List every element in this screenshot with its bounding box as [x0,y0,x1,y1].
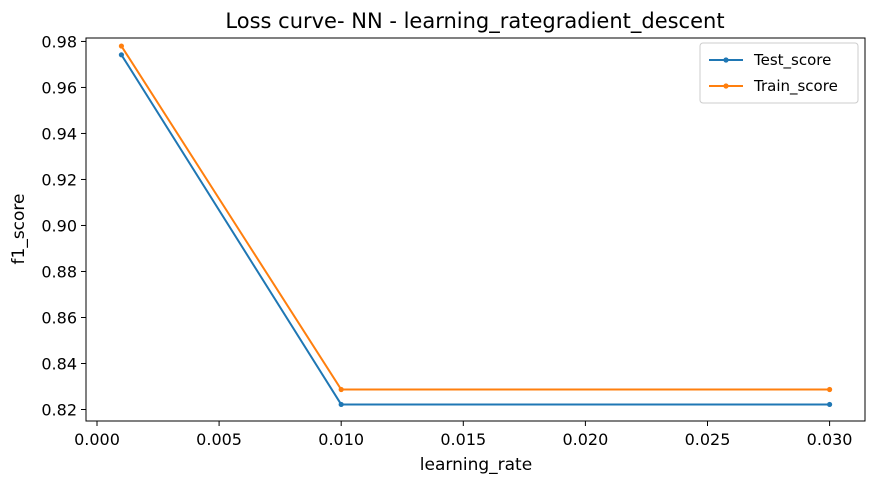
y-tick-label: 0.98 [41,32,77,51]
y-tick-label: 0.88 [41,262,77,281]
x-tick-label: 0.015 [440,430,486,449]
y-tick-label: 0.94 [41,124,77,143]
series-1-point [338,401,344,408]
chart-title: Loss curve- NN - learning_rategradient_d… [225,9,724,34]
legend-swatch-marker [723,83,729,89]
legend-label: Train_score [753,77,838,96]
y-tick-label: 0.84 [41,354,77,373]
x-tick-label: 0.010 [318,430,364,449]
series-2-point [338,386,344,393]
y-tick-label: 0.96 [41,78,77,97]
series-2-point [826,386,833,393]
legend-box [699,42,859,104]
x-tick-label: 0.025 [685,430,731,449]
y-tick-label: 0.86 [41,308,77,327]
y-tick-label: 0.92 [41,170,77,189]
axes-frame [85,37,866,422]
series-2-point [118,43,125,49]
series-1-point [118,52,125,58]
series-1-point [826,401,833,408]
x-tick-label: 0.005 [196,430,242,449]
plot-area: 0.000 0.005 0.010 0.015 0.020 0.025 0.030 0.82 0… [41,32,866,449]
x-tick-label: 0.000 [74,430,120,449]
y-axis-label: f1_score [9,194,29,265]
y-tick-label: 0.82 [41,400,77,419]
legend-swatch-marker [723,57,729,63]
legend-label: Test_score [753,51,831,70]
y-tick-label: 0.90 [41,216,77,235]
x-tick-label: 0.020 [562,430,608,449]
legend: Test_score Train_score [699,42,859,104]
series-line-1 [120,54,830,406]
x-tick-label: 0.030 [807,430,853,449]
x-axis-label: learning_rate [420,455,532,475]
